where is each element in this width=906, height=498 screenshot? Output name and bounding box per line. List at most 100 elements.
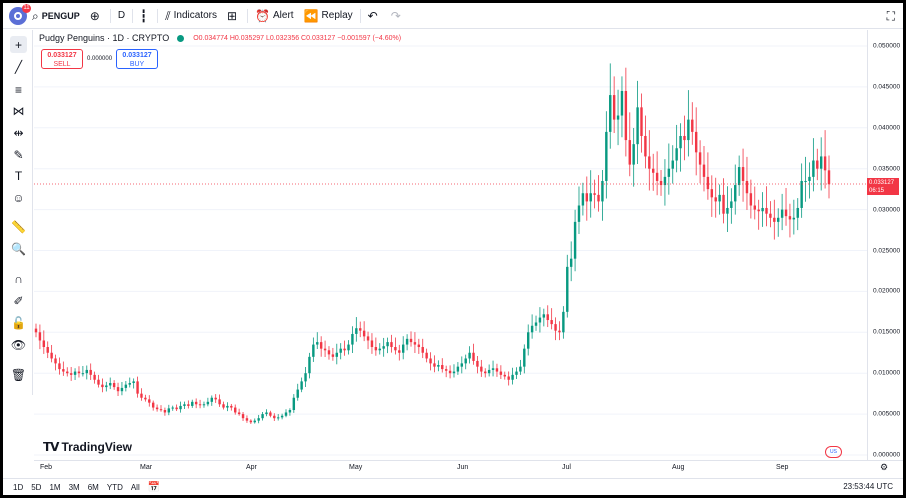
utc-clock[interactable]: 23:53:44 UTC: [843, 482, 893, 491]
range-button-all[interactable]: All: [130, 482, 140, 492]
candle-body: [421, 347, 424, 353]
templates-button[interactable]: ⊞: [222, 3, 245, 29]
candle-body: [444, 369, 448, 371]
candle-body: [468, 352, 471, 359]
candle-body: [452, 371, 456, 374]
range-button-1m[interactable]: 1M: [49, 482, 61, 492]
user-avatar[interactable]: 11: [9, 3, 31, 25]
candle-body: [62, 369, 65, 372]
symbol-search-button[interactable]: ⌕ PENGUP: [27, 3, 85, 29]
candle-body: [210, 397, 213, 402]
candle-body: [605, 131, 608, 181]
prediction-icon[interactable]: ⇹: [13, 125, 24, 140]
text-icon[interactable]: T: [14, 168, 23, 183]
price-tick-label: 0.000000: [873, 451, 901, 459]
lock-icon[interactable]: 🔓: [11, 315, 26, 330]
candle-body: [66, 371, 69, 374]
trash-icon[interactable]: 🗑: [10, 367, 27, 382]
fib-retracement-icon[interactable]: ≡: [14, 82, 22, 97]
replay-label: Replay: [321, 10, 353, 21]
range-button-3m[interactable]: 3M: [68, 482, 80, 492]
buy-button[interactable]: 0.033127 BUY: [116, 49, 159, 69]
magnet-icon[interactable]: ∩: [14, 271, 23, 286]
candle-body: [589, 193, 592, 202]
zoom-in-icon[interactable]: 🔍: [11, 241, 26, 256]
candle-body: [538, 317, 542, 323]
chart-legend: Pudgy Penguins · 1D · CRYPTO O0.034774 H…: [39, 33, 401, 43]
time-axis[interactable]: Feb Mar Apr May Jun Jul Aug Sep: [34, 460, 903, 476]
candle-body: [534, 322, 538, 326]
candle-body: [737, 167, 741, 186]
candle-body: [679, 135, 682, 149]
calendar-goto-icon[interactable]: 📅: [147, 481, 161, 493]
candle-body: [132, 381, 135, 384]
candle-body: [42, 340, 46, 348]
candle-body: [292, 397, 296, 411]
candle-body: [241, 414, 245, 419]
divider: [132, 8, 134, 23]
range-button-ytd[interactable]: YTD: [106, 482, 123, 492]
candle-body: [77, 371, 81, 374]
search-icon: ⌕: [32, 8, 39, 23]
candle-body: [265, 412, 268, 415]
candle-body: [151, 402, 155, 408]
emoji-icon[interactable]: ☺: [12, 190, 25, 205]
candle-body: [245, 418, 249, 421]
candle-body: [753, 205, 756, 210]
time-tick-label: Apr: [246, 464, 257, 471]
candle-body: [222, 404, 225, 408]
candle-body: [331, 354, 335, 357]
lock-drawing-icon[interactable]: ✐: [13, 293, 24, 308]
candle-body: [433, 363, 436, 367]
candle-body: [308, 356, 311, 374]
redo-button[interactable]: ↷: [386, 3, 409, 29]
alert-button[interactable]: ⏰ Alert: [250, 3, 299, 29]
indicators-button[interactable]: ⫽ Indicators: [160, 3, 222, 29]
candle-body: [124, 384, 128, 388]
candle-body: [288, 410, 292, 413]
compare-symbol-button[interactable]: ⊕: [85, 3, 108, 29]
eye-icon[interactable]: 👁: [10, 337, 27, 352]
candle-body: [417, 344, 421, 348]
price-axis[interactable]: 0.050000 0.045000 0.040000 0.035000 0.030000…: [867, 30, 903, 460]
candle-body: [718, 194, 721, 202]
candle-body: [698, 152, 702, 165]
time-tick-label: Jun: [457, 464, 469, 471]
range-button-6m[interactable]: 6M: [87, 482, 99, 492]
chart-type-button[interactable]: ┇: [135, 3, 155, 29]
candle-body: [319, 342, 323, 349]
range-button-1d[interactable]: 1D: [13, 482, 24, 492]
crosshair-icon[interactable]: +: [10, 36, 27, 53]
candle-body: [386, 342, 389, 347]
settings-gear-icon[interactable]: ⚙: [880, 462, 889, 472]
country-flag-icon[interactable]: US: [825, 446, 842, 458]
trend-line-icon[interactable]: ╱: [14, 59, 23, 74]
candle-body: [749, 193, 753, 206]
candle-body: [413, 342, 417, 345]
interval-button[interactable]: D: [113, 3, 130, 29]
candle-body: [663, 176, 667, 186]
replay-button[interactable]: ⏪ Replay: [299, 3, 358, 29]
candle-body: [644, 135, 647, 157]
candle-body: [546, 314, 549, 321]
candle-body: [398, 350, 401, 353]
sell-button[interactable]: 0.033127 SELL: [41, 49, 83, 69]
price-chart[interactable]: [3, 3, 903, 495]
candle-body: [425, 352, 428, 359]
range-button-5d[interactable]: 5D: [31, 482, 42, 492]
last-price-tag: 0.033127 06:15: [867, 178, 899, 196]
time-tick-label: Mar: [140, 464, 153, 471]
candle-body: [167, 408, 171, 413]
candle-body: [612, 95, 616, 120]
candle-body: [171, 407, 174, 409]
ruler-icon[interactable]: 📏: [11, 219, 26, 234]
candle-body: [495, 368, 499, 372]
undo-button[interactable]: ↶: [363, 3, 386, 29]
brush-icon[interactable]: ✎: [13, 147, 24, 162]
candle-body: [144, 397, 147, 400]
fullscreen-button[interactable]: ⛶: [882, 3, 903, 29]
buy-price: 0.033127: [122, 52, 152, 59]
pattern-icon[interactable]: ⋈: [12, 103, 25, 118]
candle-body: [226, 405, 229, 408]
candle-body: [667, 168, 671, 177]
